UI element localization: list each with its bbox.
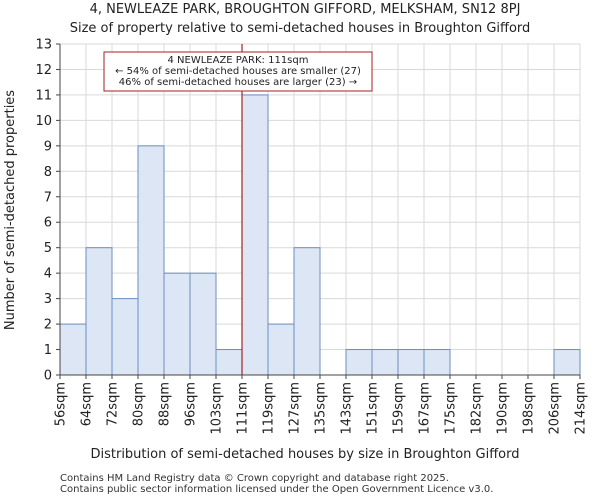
annotation-line-3: 46% of semi-detached houses are larger (… (119, 77, 357, 88)
bar-159sqm (397, 349, 425, 376)
y-tick-label-9: 9 (44, 139, 52, 154)
y-tick-label-6: 6 (44, 216, 52, 231)
bar-119sqm (267, 323, 295, 376)
bar-151sqm (371, 349, 399, 376)
bar-72sqm (111, 298, 139, 376)
footer-line-2: Contains public sector information licen… (60, 484, 494, 495)
x-tick-label-198sqm: 198sqm (522, 382, 537, 435)
x-tick-label-56sqm: 56sqm (54, 382, 69, 426)
bar-88sqm (163, 272, 191, 376)
annotation-line-1: 4 NEWLEAZE PARK: 111sqm (168, 55, 309, 66)
x-tick-label-111sqm: 111sqm (236, 382, 251, 435)
annotation-frame (103, 51, 373, 92)
bar-96sqm (189, 272, 217, 376)
x-tick-label-175sqm: 175sqm (444, 382, 459, 435)
bar-111sqm (241, 94, 269, 376)
x-tick-label-96sqm: 96sqm (184, 382, 199, 426)
y-tick-label-7: 7 (44, 190, 52, 205)
y-tick-label-8: 8 (44, 165, 52, 180)
y-tick-label-4: 4 (44, 267, 52, 282)
x-tick-label-159sqm: 159sqm (392, 382, 407, 435)
bar-127sqm (293, 247, 321, 376)
x-tick-label-80sqm: 80sqm (132, 382, 147, 426)
y-tick-label-10: 10 (35, 114, 52, 129)
annotation-line-2: ← 54% of semi-detached houses are smalle… (115, 66, 361, 77)
bar-143sqm (345, 349, 373, 376)
x-tick-label-167sqm: 167sqm (418, 382, 433, 435)
y-tick-label-2: 2 (44, 318, 52, 333)
y-tick-label-1: 1 (44, 343, 52, 358)
bar-167sqm (423, 349, 451, 376)
x-tick-label-119sqm: 119sqm (262, 382, 277, 435)
x-tick-label-143sqm: 143sqm (340, 382, 355, 435)
x-tick-label-72sqm: 72sqm (106, 382, 121, 426)
x-tick-label-190sqm: 190sqm (496, 382, 511, 435)
y-axis-label: Number of semi-detached properties (3, 90, 18, 330)
x-tick-label-206sqm: 206sqm (548, 382, 563, 435)
footer-line-1: Contains HM Land Registry data © Crown c… (60, 473, 449, 484)
x-tick-label-214sqm: 214sqm (574, 382, 589, 435)
x-tick-label-64sqm: 64sqm (80, 382, 95, 426)
bar-103sqm (215, 349, 243, 376)
annotation-box: 4 NEWLEAZE PARK: 111sqm ← 54% of semi-de… (103, 51, 373, 92)
y-tick-label-13: 13 (35, 38, 52, 53)
bar-80sqm (137, 145, 165, 376)
x-tick-label-151sqm: 151sqm (366, 382, 381, 435)
bar-56sqm (59, 323, 87, 376)
bar-64sqm (85, 247, 113, 376)
bar-206sqm (553, 349, 581, 376)
y-tick-label-11: 11 (35, 88, 52, 103)
y-tick-label-3: 3 (44, 292, 52, 307)
x-tick-label-182sqm: 182sqm (470, 382, 485, 435)
x-tick-label-127sqm: 127sqm (288, 382, 303, 435)
y-tick-label-5: 5 (44, 241, 52, 256)
y-tick-label-12: 12 (35, 63, 52, 78)
chart-subtitle: Size of property relative to semi-detach… (70, 21, 531, 36)
x-tick-label-135sqm: 135sqm (314, 382, 329, 435)
y-tick-label-0: 0 (44, 369, 52, 384)
x-tick-label-88sqm: 88sqm (158, 382, 173, 426)
bars (59, 94, 581, 376)
x-tick-labels: 56sqm 64sqm 72sqm 80sqm 88sqm 96sqm 103sqm 111s… (54, 375, 589, 435)
x-tick-label-103sqm: 103sqm (210, 382, 225, 435)
x-axis-label: Distribution of semi-detached houses by … (90, 447, 519, 462)
chart-title: 4, NEWLEAZE PARK, BROUGHTON GIFFORD, MEL… (90, 2, 521, 17)
